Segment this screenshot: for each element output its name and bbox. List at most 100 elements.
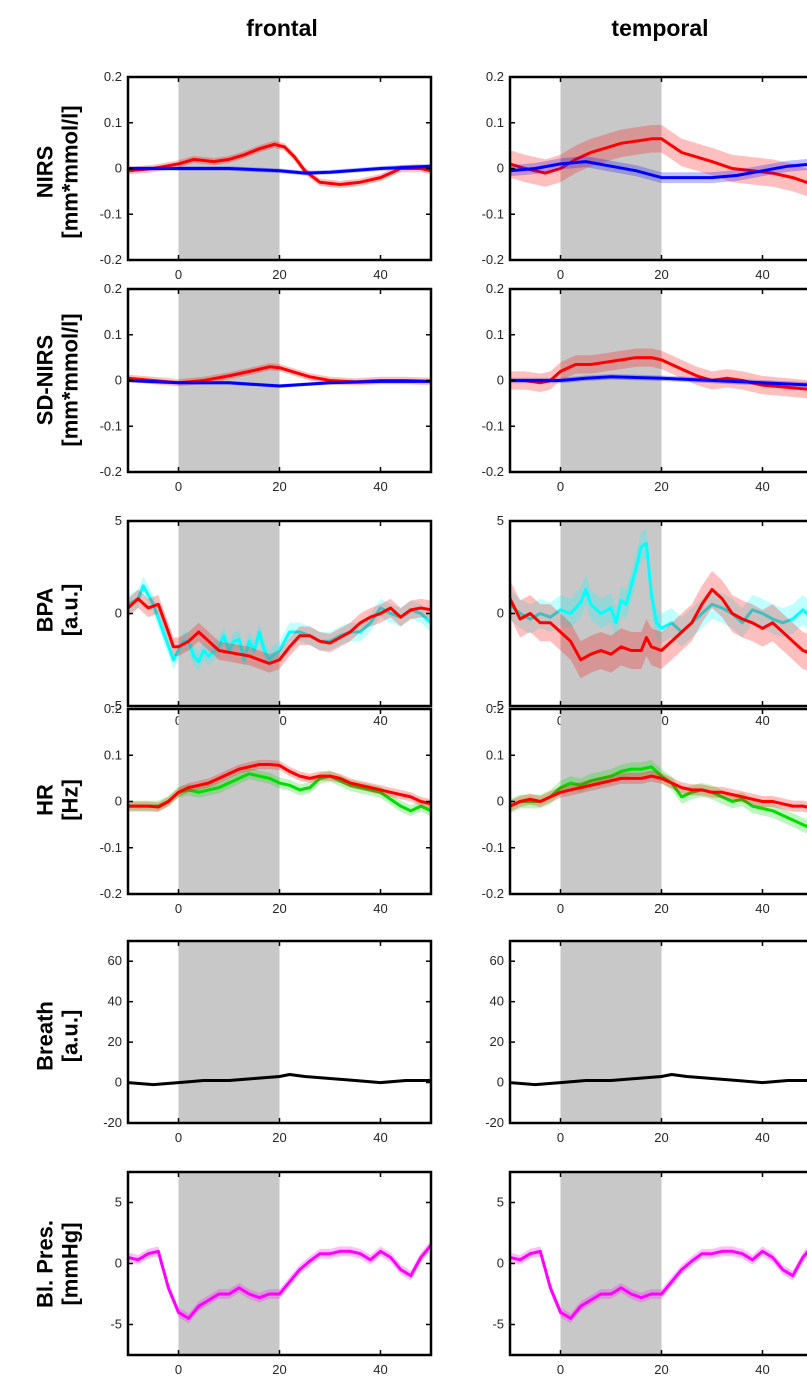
series-line-green	[510, 765, 807, 829]
panel-frontal: -0.2 -0.1 0 0.1 0.2 0 20 40	[100, 281, 433, 494]
x-tick-label: 0	[557, 479, 564, 494]
y-tick-label: 0	[115, 606, 122, 621]
panel-grid: NIRS[mm*mmol/l] -0.2 -0.1 0 0.1 0.2 0 20 40 -0.2 -…	[32, 69, 807, 1377]
y-tick-label: -0.1	[100, 418, 122, 433]
panel-temporal: -20 0 20 40 60 0 20 40	[485, 939, 807, 1145]
y-tick-label: 0.1	[104, 327, 122, 342]
y-tick-label: 0.1	[104, 115, 122, 130]
x-tick-label: 40	[755, 267, 769, 282]
series-band-red	[128, 140, 431, 189]
series-band-red	[510, 348, 807, 399]
y-tick-label: -0.2	[100, 886, 122, 901]
y-tick-label: 40	[108, 994, 122, 1009]
stimulus-shading	[560, 289, 662, 472]
series-line-red	[510, 137, 807, 185]
x-tick-label: 40	[755, 713, 769, 728]
stimulus-shading	[560, 709, 662, 894]
series-line-red	[510, 774, 807, 809]
row-label: SD-NIRS[mm*mmol/l]	[32, 313, 82, 446]
x-tick-label: 0	[557, 901, 564, 916]
x-tick-label: 20	[272, 1130, 286, 1145]
y-tick-label: -20	[103, 1115, 122, 1130]
series-line-black	[510, 1073, 807, 1087]
y-tick-label: 0.1	[486, 327, 504, 342]
y-tick-label: 0.2	[486, 281, 504, 296]
x-tick-label: 0	[557, 1362, 564, 1377]
y-tick-label: 0.2	[104, 281, 122, 296]
y-tick-label: 0	[497, 1075, 504, 1090]
y-tick-label: 0.2	[104, 701, 122, 716]
stimulus-shading	[178, 521, 280, 706]
y-tick-label: 20	[490, 1034, 504, 1049]
y-tick-label: -5	[492, 1317, 504, 1332]
y-tick-label: -0.1	[100, 840, 122, 855]
y-tick-label: 0.2	[486, 701, 504, 716]
series-band-cyan	[510, 528, 807, 647]
y-tick-label: 0	[115, 1256, 122, 1271]
x-tick-label: 20	[654, 479, 668, 494]
y-tick-label: 0	[115, 1075, 122, 1090]
y-tick-label: -0.2	[482, 886, 504, 901]
x-tick-label: 40	[755, 1362, 769, 1377]
y-tick-label: 5	[115, 1195, 122, 1210]
x-tick-label: 40	[373, 479, 387, 494]
x-tick-label: 0	[175, 1130, 182, 1145]
x-tick-label: 40	[755, 901, 769, 916]
x-tick-label: 20	[272, 1362, 286, 1377]
panel-frontal: -0.2 -0.1 0 0.1 0.2 0 20 40	[100, 69, 433, 282]
y-tick-label: 0.1	[486, 115, 504, 130]
series-band-cyan	[128, 576, 431, 671]
row-label: BPA[a.u.]	[32, 584, 82, 637]
x-tick-label: 20	[654, 1362, 668, 1377]
y-tick-label: 0.2	[486, 69, 504, 84]
x-tick-label: 0	[175, 479, 182, 494]
column-title-temporal: temporal	[611, 15, 708, 41]
series-line-green	[128, 772, 431, 813]
y-tick-label: -0.2	[482, 252, 504, 267]
series-band-red	[510, 125, 807, 197]
x-tick-label: 0	[175, 901, 182, 916]
series-band-green	[510, 759, 807, 834]
x-tick-label: 40	[373, 267, 387, 282]
panel-temporal: -0.2 -0.1 0 0.1 0.2 0 20 40	[482, 69, 807, 282]
series-line-blue	[510, 375, 807, 387]
row-label: Bl. Pres.[mmHg]	[32, 1220, 82, 1308]
x-tick-label: 40	[373, 1130, 387, 1145]
series-line-blue	[510, 160, 807, 180]
y-tick-label: -0.1	[482, 418, 504, 433]
x-tick-label: 0	[557, 1130, 564, 1145]
series-line-red	[510, 356, 807, 391]
series-line-cyan	[510, 541, 807, 634]
series-band-green	[128, 768, 431, 817]
series-line-black	[128, 1073, 431, 1087]
x-tick-label: 0	[557, 267, 564, 282]
series-line-red	[128, 763, 431, 809]
series-line-red	[128, 142, 431, 186]
x-tick-label: 0	[175, 267, 182, 282]
x-tick-label: 20	[654, 1130, 668, 1145]
series-band-red	[128, 589, 431, 673]
x-tick-label: 40	[373, 901, 387, 916]
y-tick-label: 20	[108, 1034, 122, 1049]
stimulus-shading	[560, 1172, 662, 1355]
panel-temporal: -0.2 -0.1 0 0.1 0.2 0 20 40	[482, 281, 807, 494]
row-label: HR[Hz]	[32, 779, 82, 821]
series-line-magenta	[510, 1249, 807, 1320]
x-tick-label: 20	[654, 267, 668, 282]
column-title-frontal: frontal	[246, 15, 318, 41]
stimulus-shading	[178, 1172, 280, 1355]
panel-frontal: -0.2 -0.1 0 0.1 0.2 0 20 40	[100, 701, 433, 916]
y-tick-label: 0	[115, 373, 122, 388]
x-tick-label: 20	[272, 901, 286, 916]
x-tick-label: 20	[272, 479, 286, 494]
row-label: NIRS[mm*mmol/l]	[32, 105, 82, 238]
series-line-magenta	[128, 1243, 431, 1320]
stimulus-shading	[178, 941, 280, 1123]
y-tick-label: 60	[490, 953, 504, 968]
series-band-red	[510, 571, 807, 679]
y-tick-label: -0.2	[482, 464, 504, 479]
y-tick-label: 0.2	[104, 69, 122, 84]
